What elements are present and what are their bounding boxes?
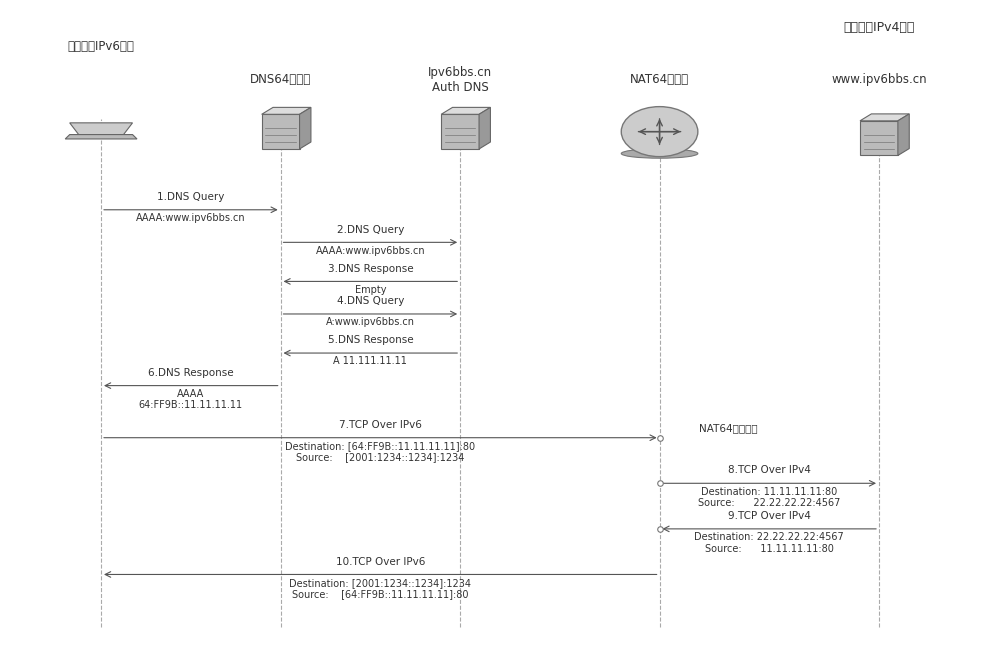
Text: A 11.111.11.11: A 11.111.11.11: [333, 356, 407, 366]
Text: Destination: 22.22.22.22:4567
Source:      11.11.11.11:80: Destination: 22.22.22.22:4567 Source: 11…: [694, 532, 844, 554]
Text: www.ipv6bbs.cn: www.ipv6bbs.cn: [831, 73, 927, 86]
Text: AAAA:www.ipv6bbs.cn: AAAA:www.ipv6bbs.cn: [316, 246, 425, 256]
Polygon shape: [479, 107, 490, 149]
Text: 6.DNS Response: 6.DNS Response: [148, 368, 234, 378]
Polygon shape: [441, 114, 479, 149]
Polygon shape: [898, 114, 909, 156]
Polygon shape: [441, 107, 490, 114]
Text: 2.DNS Query: 2.DNS Query: [337, 224, 404, 235]
Ellipse shape: [621, 149, 698, 158]
Text: 1.DNS Query: 1.DNS Query: [157, 192, 225, 202]
Text: 7.TCP Over IPv6: 7.TCP Over IPv6: [339, 420, 422, 430]
Text: 客户端侧IPv6网络: 客户端侧IPv6网络: [68, 41, 135, 54]
Text: Destination: [2001:1234::1234]:1234
Source:    [64:FF9B::11.11.11.11]:80: Destination: [2001:1234::1234]:1234 Sour…: [289, 577, 471, 599]
Text: Empty: Empty: [355, 284, 386, 295]
Polygon shape: [262, 107, 311, 114]
Polygon shape: [262, 114, 300, 149]
Polygon shape: [300, 107, 311, 149]
Text: A:www.ipv6bbs.cn: A:www.ipv6bbs.cn: [326, 317, 415, 327]
Text: 3.DNS Response: 3.DNS Response: [328, 264, 413, 273]
Polygon shape: [860, 114, 909, 121]
Polygon shape: [70, 123, 133, 135]
Text: 8.TCP Over IPv4: 8.TCP Over IPv4: [728, 466, 811, 475]
Text: Ipv6bbs.cn
Auth DNS: Ipv6bbs.cn Auth DNS: [428, 65, 492, 94]
Text: 服务器侧IPv4网络: 服务器侧IPv4网络: [843, 21, 915, 34]
Text: AAAA
64:FF9B::11.11.11.11: AAAA 64:FF9B::11.11.11.11: [139, 389, 243, 411]
Text: 10.TCP Over IPv6: 10.TCP Over IPv6: [336, 557, 425, 566]
Text: DNS64服务器: DNS64服务器: [250, 73, 311, 86]
Text: 4.DNS Query: 4.DNS Query: [337, 296, 404, 306]
Polygon shape: [65, 135, 137, 139]
Text: 9.TCP Over IPv4: 9.TCP Over IPv4: [728, 511, 811, 521]
Text: NAT64路由器: NAT64路由器: [630, 73, 689, 86]
Circle shape: [621, 107, 698, 157]
Text: AAAA:www.ipv6bbs.cn: AAAA:www.ipv6bbs.cn: [136, 213, 246, 223]
Text: Destination: [64:FF9B::11.11.11.11]:80
Source:    [2001:1234::1234]:1234: Destination: [64:FF9B::11.11.11.11]:80 S…: [285, 441, 475, 462]
Text: 5.DNS Response: 5.DNS Response: [328, 336, 413, 345]
Text: NAT64地址转换: NAT64地址转换: [699, 423, 758, 433]
Polygon shape: [860, 121, 898, 156]
Text: Destination: 11.11.11.11:80
Source:      22.22.22.22:4567: Destination: 11.11.11.11:80 Source: 22.2…: [698, 487, 840, 508]
